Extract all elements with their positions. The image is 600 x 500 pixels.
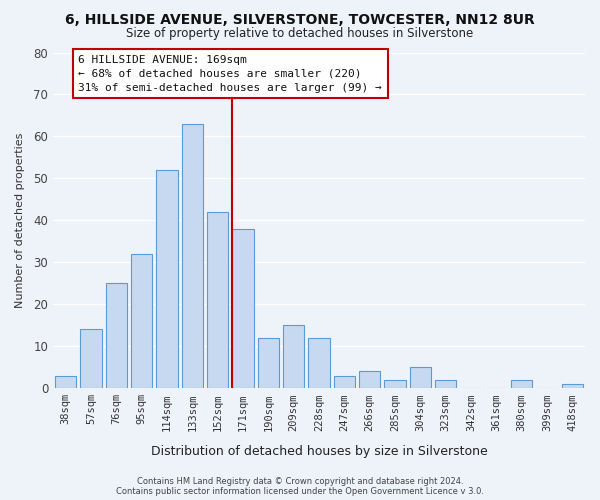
Bar xyxy=(156,170,178,388)
Bar xyxy=(334,376,355,388)
Bar xyxy=(131,254,152,388)
Bar xyxy=(283,326,304,388)
Bar xyxy=(182,124,203,388)
Bar xyxy=(384,380,406,388)
Bar xyxy=(410,368,431,388)
Bar xyxy=(308,338,330,388)
Y-axis label: Number of detached properties: Number of detached properties xyxy=(15,132,25,308)
Text: 6, HILLSIDE AVENUE, SILVERSTONE, TOWCESTER, NN12 8UR: 6, HILLSIDE AVENUE, SILVERSTONE, TOWCEST… xyxy=(65,12,535,26)
Text: Contains HM Land Registry data © Crown copyright and database right 2024.: Contains HM Land Registry data © Crown c… xyxy=(137,477,463,486)
Bar xyxy=(562,384,583,388)
Bar xyxy=(55,376,76,388)
Text: Size of property relative to detached houses in Silverstone: Size of property relative to detached ho… xyxy=(127,28,473,40)
Text: 6 HILLSIDE AVENUE: 169sqm
← 68% of detached houses are smaller (220)
31% of semi: 6 HILLSIDE AVENUE: 169sqm ← 68% of detac… xyxy=(79,54,382,92)
Bar xyxy=(232,229,254,388)
X-axis label: Distribution of detached houses by size in Silverstone: Distribution of detached houses by size … xyxy=(151,444,487,458)
Text: Contains public sector information licensed under the Open Government Licence v : Contains public sector information licen… xyxy=(116,487,484,496)
Bar xyxy=(106,284,127,388)
Bar xyxy=(435,380,457,388)
Bar xyxy=(80,330,102,388)
Bar xyxy=(511,380,532,388)
Bar xyxy=(257,338,279,388)
Bar xyxy=(207,212,229,388)
Bar xyxy=(359,372,380,388)
